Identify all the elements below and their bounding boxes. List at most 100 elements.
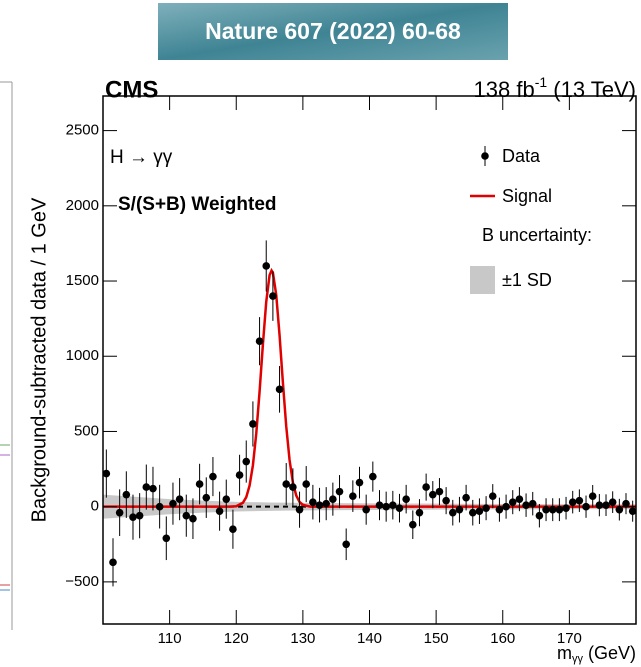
data-point [475, 507, 484, 515]
data-point [129, 513, 137, 521]
legend-label: ±1 SD [502, 270, 552, 290]
experiment: CMS [105, 76, 158, 103]
y-tick-label: 500 [74, 422, 99, 439]
data-point [355, 478, 364, 487]
data-point [175, 495, 184, 503]
data-point [155, 502, 164, 511]
data-point [309, 498, 317, 506]
data-point [255, 337, 264, 345]
legend-marker [481, 152, 489, 160]
data-point [395, 504, 404, 512]
data-point [515, 495, 524, 503]
legend-title: B uncertainty: [482, 225, 592, 245]
annotation: S/(S+B) Weighted [118, 194, 277, 215]
data-point [182, 511, 191, 520]
data-point [615, 505, 624, 514]
data-point [435, 487, 444, 496]
data-point [209, 472, 217, 481]
data-point [389, 501, 397, 509]
data-point [135, 511, 144, 520]
data-point [555, 505, 564, 514]
data-point [109, 558, 117, 567]
x-label-main: m [557, 643, 572, 663]
data-point [315, 501, 324, 509]
data-point [575, 496, 584, 505]
x-tick-label: 170 [557, 630, 582, 647]
x-tick-label: 150 [424, 630, 449, 647]
data-point [242, 457, 251, 466]
data-point [289, 483, 297, 491]
data-point [342, 540, 350, 549]
data-point [335, 487, 344, 496]
y-tick-label: 2000 [66, 197, 99, 214]
data-point [568, 498, 577, 506]
x-axis-label: mγγ (GeV) [557, 643, 636, 665]
data-point [142, 483, 151, 491]
data-point [229, 525, 237, 534]
data-point [542, 505, 550, 514]
data-point [402, 495, 410, 503]
data-point [468, 508, 477, 517]
x-label-unit: (GeV) [583, 643, 636, 663]
data-point [329, 495, 337, 503]
y-tick-label: −500 [65, 573, 99, 590]
data-point [409, 520, 417, 529]
data-point [562, 504, 570, 512]
data-point [349, 492, 357, 500]
data-point [249, 420, 257, 428]
y-tick-label: 2500 [66, 122, 99, 139]
data-point [102, 469, 111, 478]
data-point [269, 292, 277, 300]
data-point [495, 505, 504, 514]
y-tick-label: 1000 [66, 347, 99, 364]
data-point [382, 502, 390, 511]
data-point [582, 502, 590, 511]
data-point [322, 499, 330, 508]
data-point [295, 505, 304, 514]
data-point [162, 534, 171, 543]
data-point [528, 499, 537, 508]
banner: Nature 607 (2022) 60-68 [205, 18, 461, 44]
x-tick-label: 160 [490, 630, 515, 647]
data-point [149, 484, 157, 493]
signal-line [103, 267, 636, 508]
lumi-exp: -1 [535, 74, 548, 90]
data-point [602, 501, 610, 509]
legend-marker [470, 266, 495, 294]
data-point [442, 496, 450, 505]
data-point [535, 511, 544, 520]
x-tick-label: 130 [290, 630, 315, 647]
data-point [548, 505, 557, 514]
data-point [375, 501, 384, 509]
data-point [422, 483, 430, 491]
data-point [169, 499, 177, 508]
data-point [195, 480, 204, 488]
data-point [502, 502, 510, 511]
data-point [202, 493, 211, 502]
data-point [302, 480, 311, 488]
y-tick-label: 0 [91, 498, 99, 515]
data-point [488, 492, 497, 500]
data-point [622, 499, 630, 508]
data-point [189, 514, 197, 523]
annotation: H → γγ [110, 147, 173, 168]
data-point [595, 501, 604, 509]
data-point [362, 505, 370, 514]
x-label-sub: γγ [572, 653, 584, 665]
data-point [275, 385, 284, 394]
x-tick-label: 140 [357, 630, 382, 647]
data-point [222, 495, 231, 503]
lumi-energy: (13 TeV) [547, 77, 636, 102]
plot-frame [102, 95, 637, 625]
data-point [482, 504, 490, 512]
y-tick-label: 1500 [66, 272, 99, 289]
left-fragment [0, 81, 13, 630]
legend-label: Signal [502, 186, 552, 206]
data-point [415, 508, 424, 517]
data-point [282, 480, 291, 488]
lumi-value: 138 fb [474, 77, 535, 102]
y-axis-label: Background-subtracted data / 1 GeV [28, 197, 50, 522]
data-point [455, 505, 464, 514]
data-point [122, 490, 131, 499]
